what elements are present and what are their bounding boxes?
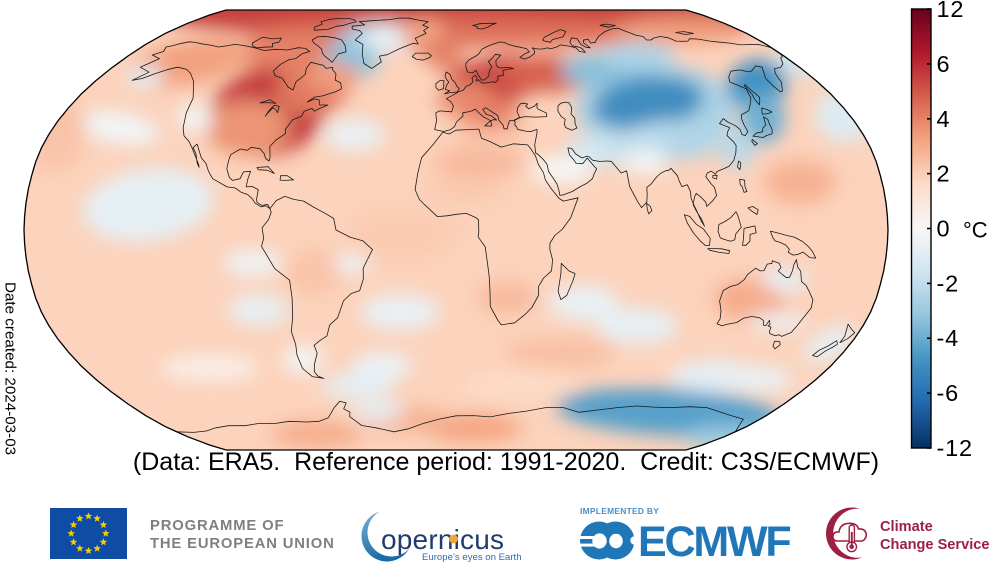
- svg-text:Europe’s eyes on Earth: Europe’s eyes on Earth: [422, 552, 522, 562]
- svg-text:-2: -2: [937, 270, 960, 296]
- svg-text:2: 2: [937, 161, 951, 187]
- svg-text:-6: -6: [937, 380, 960, 406]
- svg-text:-12: -12: [937, 435, 973, 461]
- svg-text:4: 4: [937, 106, 951, 132]
- svg-text:(Data: ERA5. Reference period: (Data: ERA5. Reference period: 1991-2020…: [133, 448, 879, 476]
- svg-text:THE EUROPEAN UNION: THE EUROPEAN UNION: [150, 536, 335, 552]
- svg-text:°C: °C: [963, 218, 988, 243]
- svg-text:12: 12: [937, 0, 965, 22]
- svg-text:opernicus: opernicus: [381, 524, 504, 555]
- svg-text:ECMWF: ECMWF: [638, 518, 790, 562]
- svg-text:PROGRAMME OF: PROGRAMME OF: [150, 518, 284, 534]
- svg-text:Date created: 2024-03-03: Date created: 2024-03-03: [2, 282, 19, 455]
- svg-text:IMPLEMENTED BY: IMPLEMENTED BY: [580, 506, 659, 516]
- svg-text:6: 6: [937, 51, 951, 77]
- svg-text:-4: -4: [937, 325, 960, 351]
- svg-text:0: 0: [937, 216, 951, 242]
- svg-text:Change Service: Change Service: [880, 537, 990, 553]
- svg-text:Climate: Climate: [880, 519, 933, 535]
